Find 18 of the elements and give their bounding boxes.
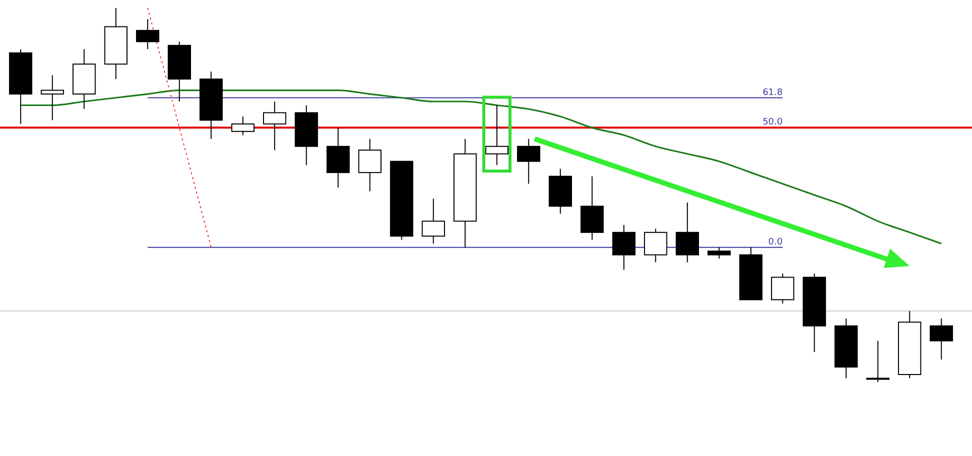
candlestick	[644, 228, 668, 263]
candlestick	[866, 340, 890, 382]
annotation: 61.8	[762, 88, 783, 98]
annotation: 0.0	[768, 237, 783, 248]
candlestick	[930, 318, 953, 360]
candlestick	[358, 138, 382, 192]
annotation: 50.0	[762, 118, 783, 128]
candlestick	[422, 198, 445, 244]
candlestick	[231, 116, 254, 136]
candlestick	[263, 101, 286, 151]
candlestick	[708, 246, 731, 260]
candlestick	[771, 273, 794, 304]
candlestick	[612, 224, 636, 270]
candlestick	[40, 74, 64, 121]
candlestick	[517, 138, 540, 184]
candlestick	[485, 104, 508, 166]
candlestick	[676, 202, 699, 263]
candlestick	[136, 18, 160, 50]
